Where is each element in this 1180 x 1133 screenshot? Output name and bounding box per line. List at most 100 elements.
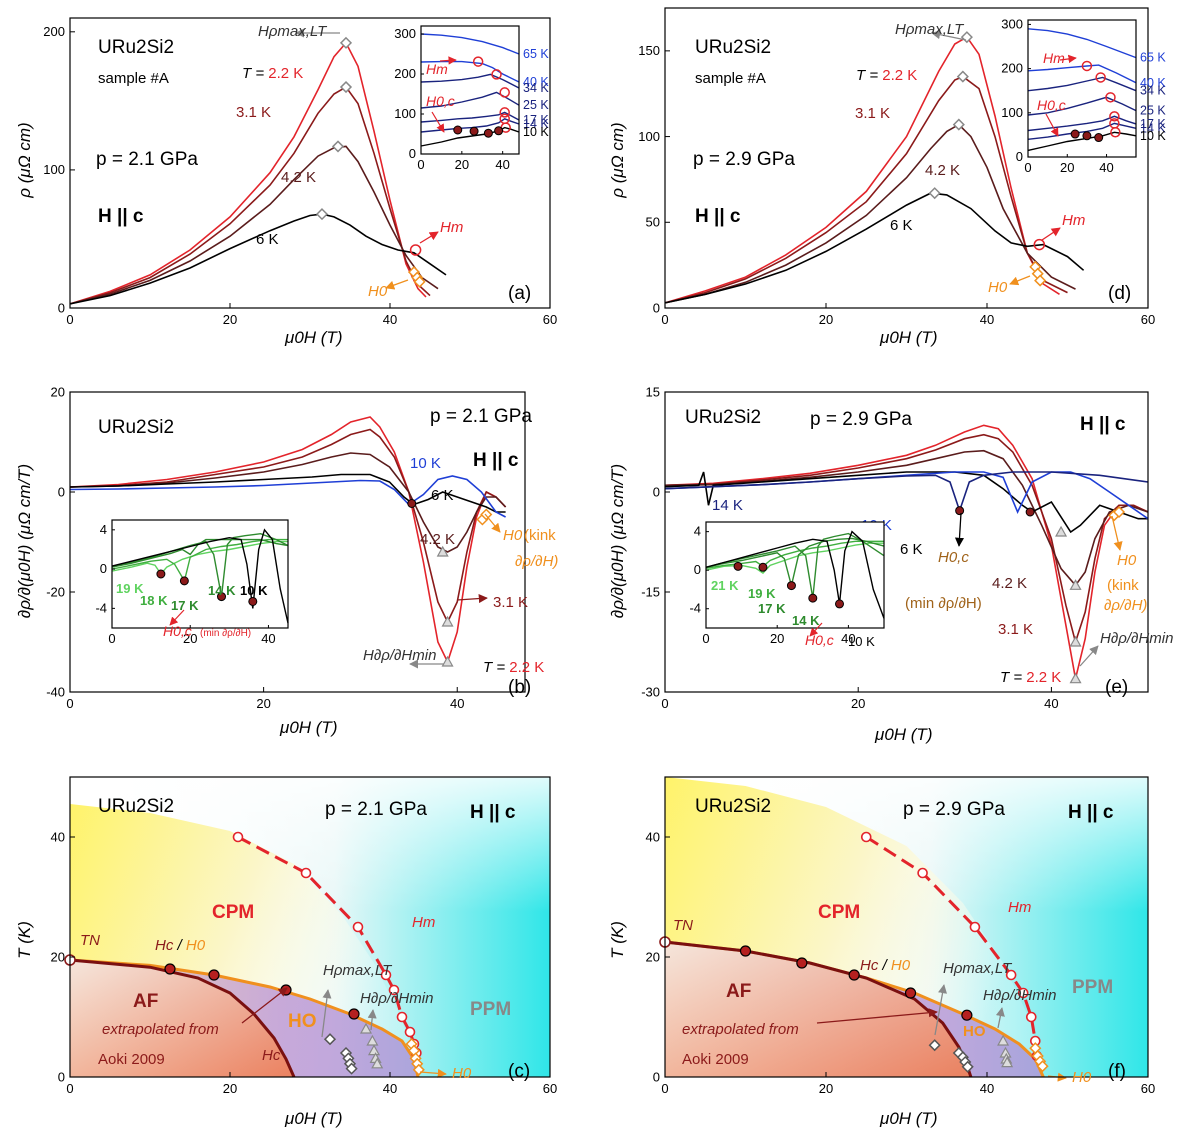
panel-d-axes: 0 20 40 60 0 50 100 150 bbox=[638, 7, 1155, 327]
panel-c-hmax-arrow bbox=[321, 989, 332, 1038]
panel-b-ytick-label: 0 bbox=[58, 484, 65, 499]
panel-a-inset: 65 K 40 K34 K 25 K17 K14 K10 K 0 20 40 0 100 200… bbox=[394, 25, 549, 172]
panel-a-t-prefix: T = bbox=[242, 65, 268, 82]
panel-e-temp-label: T = 2.2 K bbox=[1000, 669, 1061, 686]
panel-b-series-2.2K bbox=[69, 416, 507, 665]
panel-d-inset-xtick-label: 20 bbox=[1060, 160, 1074, 175]
panel-e-inset-label: 17 K bbox=[758, 601, 786, 616]
panel-d-ytick-label: 50 bbox=[646, 215, 660, 230]
panel-d-inset-ytick-label: 200 bbox=[1001, 61, 1023, 76]
panel-f-hm-point bbox=[1017, 987, 1029, 999]
panel-e-triangle-marker bbox=[1069, 672, 1082, 684]
panel-f-h0-diamond-marker bbox=[1036, 1060, 1049, 1073]
panel-c-hmin: H∂ρ/∂Hmin bbox=[360, 990, 433, 1007]
panel-f-extrap-arrow bbox=[816, 1008, 938, 1024]
panel-e-xtick-label: 0 bbox=[661, 696, 668, 711]
panel-d-ylabel: ρ (μΩ cm) bbox=[608, 122, 627, 198]
panel-a-inset-filled-marker bbox=[494, 126, 504, 136]
panel-c-h0: H0 bbox=[452, 1065, 472, 1082]
panel-f-hmax: Hρmax,LT bbox=[943, 960, 1013, 977]
panel-f-panel-label: (f) bbox=[1108, 1061, 1126, 1082]
panel-e-h0c-arrow bbox=[954, 512, 965, 547]
panel-c-regions bbox=[70, 777, 550, 1077]
panel-a-inset-circle-marker bbox=[472, 56, 484, 67]
panel-b-t-first: 2.2 K bbox=[509, 659, 544, 676]
panel-c-hm-point bbox=[300, 867, 312, 879]
panel-a-ytick-label: 200 bbox=[43, 24, 65, 39]
panel-f-axes: 0 20 40 60 0 20 40 bbox=[646, 776, 1155, 1096]
panel-d-label-6k: 6 K bbox=[890, 217, 913, 234]
panel-f-hc-h0-sep: / bbox=[878, 957, 891, 974]
panel-c-hc-h0-a: Hc bbox=[155, 937, 174, 954]
panel-d-inset-h0c-arrow bbox=[1045, 113, 1059, 137]
panel-e-inset-h0c-arrow bbox=[809, 622, 823, 637]
panel-e-inset-label: 19 K bbox=[748, 586, 776, 601]
panel-c-hc-h0-sep: / bbox=[173, 937, 186, 954]
panel-f-xtick-label: 40 bbox=[980, 1081, 994, 1096]
panel-f-hc-point bbox=[739, 945, 752, 957]
panel-e-inset-frame bbox=[705, 521, 885, 629]
panel-e-inset-xtick-label: 0 bbox=[702, 631, 709, 646]
panel-d-inset-ytick-label: 100 bbox=[1001, 105, 1023, 120]
panel-a-panel-label: (a) bbox=[508, 283, 531, 304]
panel-a-inset-ytick-label: 100 bbox=[394, 106, 416, 121]
panel-c-hmin-arrow bbox=[367, 1009, 377, 1031]
panel-a-ytick-label: 0 bbox=[58, 300, 65, 315]
panel-e-ytick-label: 0 bbox=[653, 484, 660, 499]
panel-f-xtick-label: 0 bbox=[661, 1081, 668, 1096]
panel-c-hm-point bbox=[352, 921, 364, 933]
panel-a-inset-ytick-label: 300 bbox=[394, 26, 416, 41]
panel-a-curves bbox=[69, 41, 447, 305]
panel-c-hm-point bbox=[396, 1011, 408, 1023]
panel-f-ppm: PPM bbox=[1072, 977, 1113, 998]
panel-a-diamond-marker bbox=[413, 275, 426, 288]
panel-c-ytick-label: 40 bbox=[51, 829, 65, 844]
panel-a-diamond-marker bbox=[331, 140, 345, 153]
panel-e-label-31k: 3.1 K bbox=[998, 621, 1033, 638]
panel-e-h0c-label: H0,c bbox=[938, 549, 969, 566]
panel-c-xtick-label: 40 bbox=[383, 1081, 397, 1096]
panel-d-inset-circle-marker bbox=[1109, 111, 1120, 122]
panel-c-hmin-triangle-marker bbox=[359, 1022, 373, 1034]
panel-d-inset-hm-arrow bbox=[1059, 54, 1077, 64]
panel-f-hm-point bbox=[917, 867, 928, 879]
panel-c-panel-label: (c) bbox=[508, 1061, 530, 1082]
panel-f-hmin-triangle-marker bbox=[1001, 1056, 1014, 1068]
panel-c-ho-line bbox=[69, 958, 420, 1078]
panel-b-inset-min: (min ∂ρ/∂H) bbox=[200, 628, 251, 639]
panel-e-filled-marker bbox=[1025, 507, 1035, 517]
panel-c-hmin-triangle-marker bbox=[371, 1057, 384, 1069]
panel-e-xlabel: μ0H (T) bbox=[874, 725, 932, 744]
panel-b-label-10k: 10 K bbox=[410, 455, 441, 472]
panel-b-field-dir: H || c bbox=[473, 450, 519, 471]
panel-f-hmin-triangle-marker bbox=[997, 1034, 1010, 1046]
panel-d-panel-label: (d) bbox=[1108, 283, 1131, 304]
panel-d-inset-label: 40 K bbox=[1140, 76, 1166, 90]
panel-a-label-6k: 6 K bbox=[256, 231, 279, 248]
panel-e-min-label: (min ∂ρ/∂H) bbox=[905, 595, 982, 612]
panel-c-field-dir: H || c bbox=[470, 802, 516, 823]
panel-d-inset-circle-marker bbox=[1105, 92, 1116, 103]
panel-b-ylabel: ∂ρ/∂(μ0H) (μΩ cm/T) bbox=[15, 464, 34, 618]
panel-a-inset-xtick-label: 40 bbox=[495, 157, 509, 172]
panel-a-label-42k: 4.2 K bbox=[281, 169, 316, 186]
panel-d-inset-frame bbox=[1027, 19, 1137, 158]
panel-f-hm: Hm bbox=[1008, 899, 1031, 916]
panel-c-hc-point bbox=[164, 963, 176, 975]
panel-e-pressure: p = 2.9 GPa bbox=[810, 409, 912, 430]
panel-d-inset-label: 25 K bbox=[1140, 104, 1166, 118]
panel-e-inset-xtick-label: 40 bbox=[841, 631, 855, 646]
panel-f-hmin: H∂ρ/∂Hmin bbox=[983, 987, 1056, 1004]
panel-b-inset-series-14K bbox=[111, 532, 289, 597]
panel-a-diamond-marker bbox=[339, 80, 353, 94]
panel-a-ylabel: ρ (μΩ cm) bbox=[15, 122, 34, 198]
panel-b-panel-label: (b) bbox=[508, 677, 531, 698]
panel-b-series-4.2K bbox=[69, 452, 507, 553]
panel-d-inset-series-40K bbox=[1027, 64, 1137, 84]
panel-c-xlabel: μ0H (T) bbox=[284, 1109, 342, 1128]
panel-c-extrap-arrow bbox=[241, 987, 288, 1024]
panel-d-frame bbox=[664, 7, 1149, 309]
